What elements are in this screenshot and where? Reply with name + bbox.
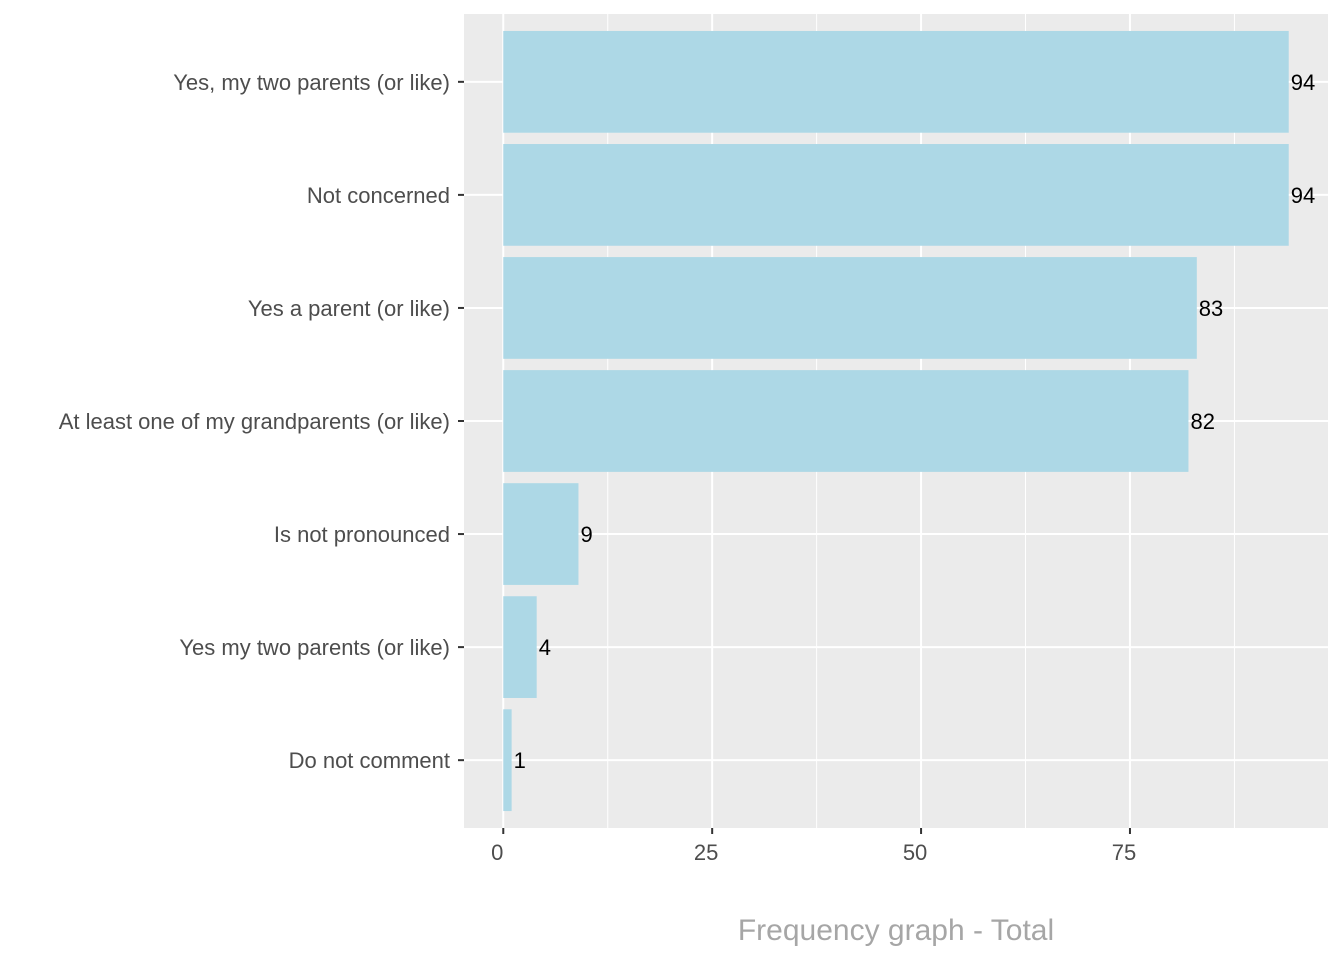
bar	[503, 709, 512, 812]
x-tick-label: 50	[903, 840, 927, 865]
data-label: 94	[1291, 183, 1315, 208]
data-label: 82	[1190, 409, 1214, 434]
y-tick-label: Yes my two parents (or like)	[179, 635, 450, 660]
x-axis: 0 25 50 75	[491, 828, 1136, 865]
data-label: 1	[514, 748, 526, 773]
x-axis-title: Frequency graph - Total	[738, 914, 1054, 947]
x-tick-label: 75	[1112, 840, 1136, 865]
y-tick-label: Is not pronounced	[274, 522, 450, 547]
y-tick-label: At least one of my grandparents (or like…	[59, 409, 450, 434]
bar	[503, 596, 537, 698]
bar	[503, 483, 579, 585]
bar	[503, 370, 1189, 472]
x-tick-label: 25	[694, 840, 718, 865]
y-tick-label: Not concerned	[307, 183, 450, 208]
y-tick-label: Yes a parent (or like)	[248, 296, 450, 321]
bar	[503, 144, 1289, 246]
y-tick-label: Do not comment	[289, 748, 450, 773]
y-axis: Yes, my two parents (or like) Not concern…	[59, 70, 464, 773]
data-label: 9	[580, 522, 592, 547]
data-label: 94	[1291, 70, 1315, 95]
bars	[503, 30, 1289, 812]
bar	[503, 257, 1197, 359]
bar	[503, 30, 1289, 133]
y-tick-label: Yes, my two parents (or like)	[173, 70, 450, 95]
data-label: 4	[539, 635, 551, 660]
x-tick-label: 0	[491, 840, 503, 865]
data-label: 83	[1199, 296, 1223, 321]
